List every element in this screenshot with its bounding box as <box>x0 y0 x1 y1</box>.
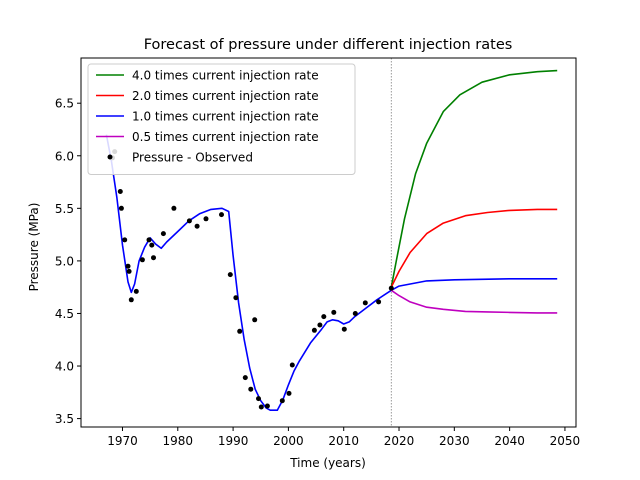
observed-point-25 <box>256 396 261 402</box>
observed-point-39 <box>388 285 394 291</box>
legend: 4.0 times current injection rate 2.0 time… <box>87 63 356 175</box>
x-axis-label: Time (years) <box>289 456 366 470</box>
legend-label-3: 0.5 times current injection rate <box>132 130 319 144</box>
observed-point-22 <box>242 375 248 381</box>
observed-point-3 <box>118 205 124 211</box>
observed-point-18 <box>219 212 224 218</box>
axes-frame <box>80 57 577 428</box>
axes: 1970 1980 1990 2000 2010 2020 2030 2040 2050 3.5 4… <box>55 57 581 448</box>
observed-point-8 <box>133 288 139 294</box>
x-tick-label-8: 2050 <box>550 434 581 448</box>
observed-point-9 <box>139 257 145 263</box>
observed-point-31 <box>311 327 317 333</box>
observed-point-6 <box>126 268 132 274</box>
series-line-3 <box>390 289 558 314</box>
observed-point-36 <box>352 311 358 316</box>
observed-point-32 <box>317 322 323 328</box>
x-tick-label-2: 1990 <box>218 434 249 448</box>
x-tick-label-5: 2020 <box>384 434 415 448</box>
observed-point-24 <box>252 317 258 323</box>
y-tick-label-0: 3.5 <box>55 412 74 426</box>
legend-label-2: 1.0 times current injection rate <box>132 110 319 124</box>
series-line-1 <box>390 208 558 288</box>
observed-point-27 <box>264 403 270 409</box>
y-tick-label-6: 6.5 <box>55 97 74 111</box>
observed-point-14 <box>171 205 177 211</box>
observed-point-11 <box>149 242 155 248</box>
y-tick-label-3: 5.0 <box>55 254 74 268</box>
y-tick-label-4: 5.5 <box>55 202 74 216</box>
observed-point-7 <box>128 297 134 303</box>
observed-point-29 <box>286 390 292 396</box>
x-tick-label-6: 2030 <box>439 434 470 448</box>
x-tick-label-3: 2000 <box>273 434 304 448</box>
observed-point-17 <box>203 216 209 222</box>
legend-label-1: 2.0 times current injection rate <box>132 89 319 103</box>
chart-title: Forecast of pressure under different inj… <box>144 37 513 53</box>
observed-point-28 <box>279 398 285 404</box>
y-tick-label-2: 4.5 <box>55 307 74 321</box>
legend-label-4: Pressure - Observed <box>132 151 253 165</box>
x-tick-label-1: 1980 <box>163 434 194 448</box>
observed-point-35 <box>341 326 347 332</box>
observed-point-19 <box>227 272 233 278</box>
y-tick-label-1: 4.0 <box>55 360 74 374</box>
y-axis-label: Pressure (MPa) <box>27 203 41 292</box>
observed-point-2 <box>117 189 123 194</box>
observed-point-33 <box>321 314 327 320</box>
x-tick-label-4: 2010 <box>328 434 359 448</box>
plot-area <box>105 58 558 427</box>
observed-point-5 <box>125 263 131 269</box>
legend-swatch-4 <box>107 154 113 160</box>
observed-point-12 <box>151 255 156 261</box>
observed-point-16 <box>194 223 200 229</box>
y-tick-label-5: 6.0 <box>55 149 74 163</box>
series-line-0 <box>390 69 558 288</box>
observed-point-30 <box>289 362 295 368</box>
observed-point-34 <box>331 309 337 315</box>
observed-point-26 <box>258 404 264 410</box>
observed-point-13 <box>160 231 166 237</box>
observed-point-38 <box>376 299 382 305</box>
observed-point-4 <box>122 237 128 243</box>
observed-point-10 <box>146 237 152 243</box>
observed-point-15 <box>186 218 192 224</box>
x-tick-label-7: 2040 <box>494 434 525 448</box>
observed-point-23 <box>248 386 254 392</box>
observed-point-21 <box>237 328 243 334</box>
legend-label-0: 4.0 times current injection rate <box>132 69 319 83</box>
x-tick-label-0: 1970 <box>107 434 138 448</box>
observed-point-20 <box>233 295 239 301</box>
legend-box <box>87 63 356 175</box>
observed-point-37 <box>362 300 368 306</box>
